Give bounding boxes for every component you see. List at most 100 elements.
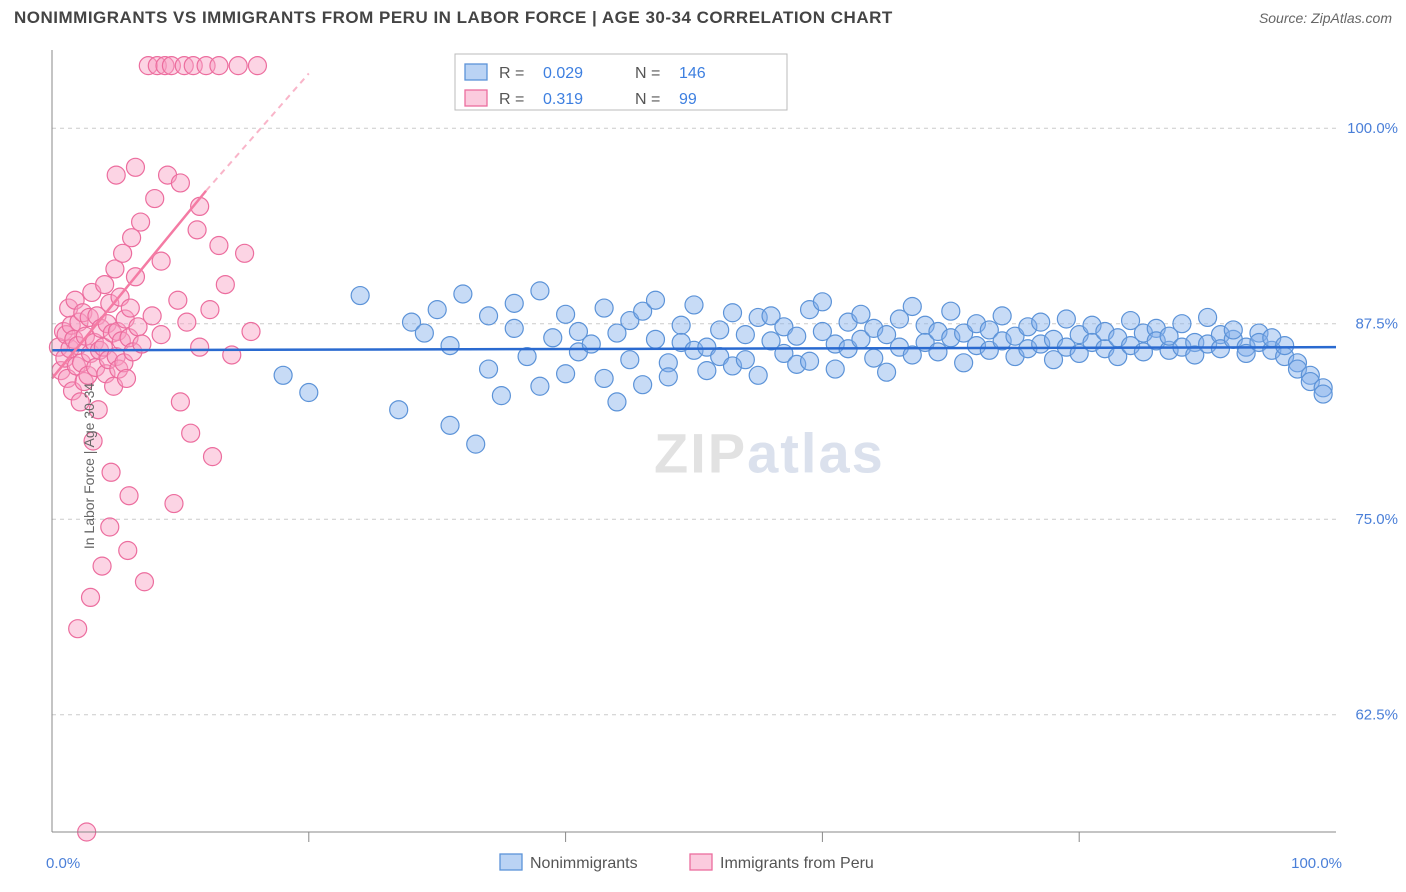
data-point — [229, 57, 247, 75]
data-point — [557, 305, 575, 323]
data-point — [993, 307, 1011, 325]
watermark: ZIPatlas — [654, 421, 885, 484]
data-point — [505, 319, 523, 337]
y-tick-label: 75.0% — [1355, 511, 1398, 528]
data-point — [69, 620, 87, 638]
data-point — [178, 313, 196, 331]
data-point — [749, 366, 767, 384]
y-tick-label: 62.5% — [1355, 707, 1398, 724]
data-point — [646, 330, 664, 348]
data-point — [126, 158, 144, 176]
data-point — [955, 354, 973, 372]
data-point — [736, 326, 754, 344]
data-point — [441, 416, 459, 434]
data-point — [1224, 321, 1242, 339]
data-point — [1276, 337, 1294, 355]
data-point — [123, 229, 141, 247]
data-point — [351, 287, 369, 305]
stat-n-value: 146 — [679, 65, 706, 82]
data-point — [1314, 385, 1332, 403]
data-point — [188, 221, 206, 239]
data-point — [685, 296, 703, 314]
x-tick-label: 0.0% — [46, 855, 80, 872]
data-point — [467, 435, 485, 453]
data-point — [274, 366, 292, 384]
data-point — [169, 291, 187, 309]
stat-r-value: 0.319 — [543, 91, 583, 108]
data-point — [621, 351, 639, 369]
legend-label: Immigrants from Peru — [720, 855, 874, 872]
data-point — [698, 362, 716, 380]
data-point — [878, 363, 896, 381]
data-point — [121, 299, 139, 317]
data-point — [119, 541, 137, 559]
data-point — [582, 335, 600, 353]
stat-n-value: 99 — [679, 91, 697, 108]
data-point — [1173, 315, 1191, 333]
data-point — [152, 326, 170, 344]
data-point — [608, 393, 626, 411]
data-point — [415, 324, 433, 342]
data-point — [93, 557, 111, 575]
data-point — [191, 338, 209, 356]
data-point — [132, 213, 150, 231]
data-point — [114, 244, 132, 262]
data-point — [210, 57, 228, 75]
data-point — [736, 351, 754, 369]
data-point — [672, 316, 690, 334]
stat-r-value: 0.029 — [543, 65, 583, 82]
data-point — [146, 190, 164, 208]
stat-n-label: N = — [635, 65, 660, 82]
data-point — [201, 301, 219, 319]
data-point — [903, 297, 921, 315]
data-point — [595, 369, 613, 387]
data-point — [1032, 313, 1050, 331]
data-point — [659, 368, 677, 386]
source-label: Source: ZipAtlas.com — [1259, 10, 1392, 26]
data-point — [480, 307, 498, 325]
data-point — [454, 285, 472, 303]
data-point — [441, 337, 459, 355]
data-point — [942, 302, 960, 320]
legend-swatch — [500, 854, 522, 870]
data-point — [852, 305, 870, 323]
data-point — [711, 321, 729, 339]
data-point — [492, 387, 510, 405]
data-point — [171, 174, 189, 192]
data-point — [390, 401, 408, 419]
legend-swatch — [465, 90, 487, 106]
data-point — [1199, 308, 1217, 326]
data-point — [428, 301, 446, 319]
data-point — [135, 573, 153, 591]
y-tick-label: 87.5% — [1355, 316, 1398, 333]
data-point — [107, 166, 125, 184]
data-point — [101, 518, 119, 536]
data-point — [480, 360, 498, 378]
data-point — [117, 369, 135, 387]
y-axis-label: In Labor Force | Age 30-34 — [81, 383, 97, 549]
data-point — [801, 352, 819, 370]
data-point — [300, 384, 318, 402]
stat-r-label: R = — [499, 65, 524, 82]
data-point — [557, 365, 575, 383]
data-point — [102, 463, 120, 481]
data-point — [165, 495, 183, 513]
data-point — [96, 276, 114, 294]
data-point — [82, 588, 100, 606]
data-point — [1057, 310, 1075, 328]
data-point — [813, 293, 831, 311]
data-point — [216, 276, 234, 294]
x-tick-label: 100.0% — [1291, 855, 1342, 872]
data-point — [826, 360, 844, 378]
data-point — [531, 282, 549, 300]
data-point — [182, 424, 200, 442]
chart-title: NONIMMIGRANTS VS IMMIGRANTS FROM PERU IN… — [14, 8, 893, 28]
data-point — [171, 393, 189, 411]
data-point — [865, 349, 883, 367]
trend-line-pink-extrapolated — [206, 73, 309, 190]
legend-swatch — [465, 64, 487, 80]
data-point — [544, 329, 562, 347]
data-point — [634, 376, 652, 394]
data-point — [236, 244, 254, 262]
data-point — [788, 327, 806, 345]
